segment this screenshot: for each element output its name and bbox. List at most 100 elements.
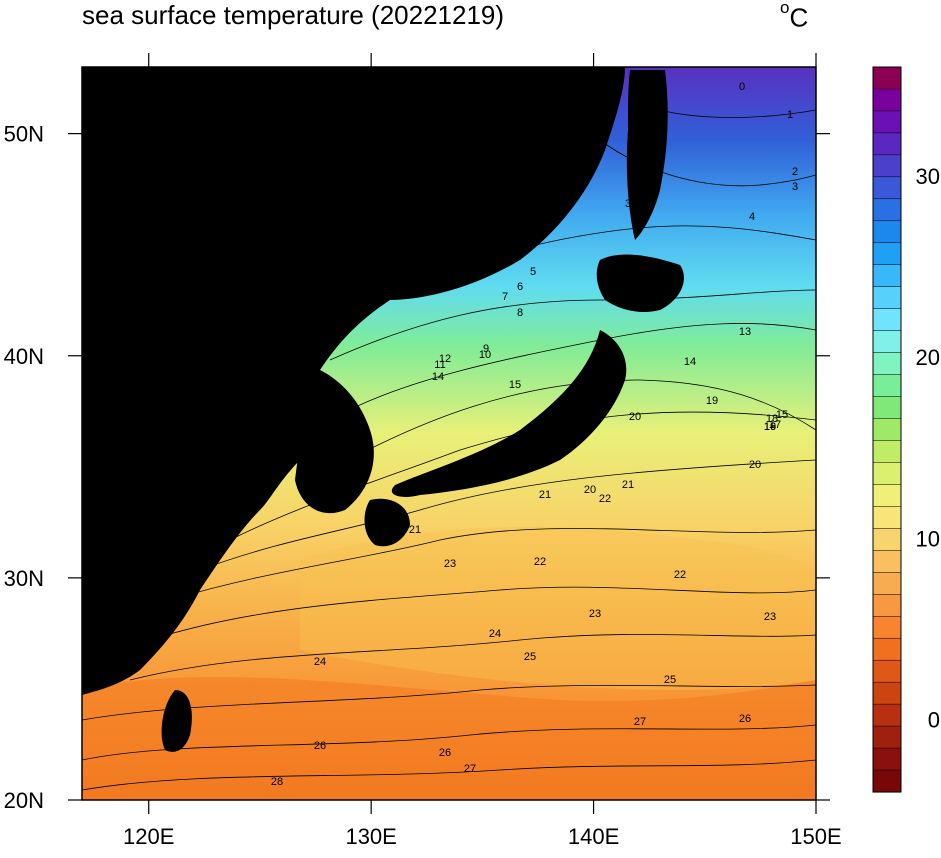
contour-label: 19 [764,421,776,433]
colorbar-swatch [872,88,902,112]
colorbar-swatch [872,769,902,793]
warm-water-region [82,677,816,800]
colorbar-label: 30 [916,164,940,189]
colorbar-swatch [872,352,902,376]
taiwan [161,690,192,752]
contour-label: 14 [684,356,696,368]
colorbar-label: 0 [928,708,940,733]
y-tick-label: 40N [4,344,44,369]
y-tick-label: 50N [4,122,44,147]
contour-label: 21 [622,479,634,491]
colorbar-swatch [872,462,902,485]
colorbar-swatch [872,506,902,529]
contour-label: 21 [539,489,551,501]
contour-label: 5 [530,266,536,278]
isotherm-lines [82,109,816,791]
colorbar-swatch [872,396,902,420]
colorbar-swatch [872,286,902,310]
x-tick-label: 140E [568,824,619,849]
contour-label: 20 [749,459,761,471]
contour-label: 3 [625,198,631,210]
contour-label: 26 [739,713,751,725]
colorbar-swatch [872,198,902,222]
contour-label: 4 [749,211,755,223]
contour-label: 27 [464,763,476,775]
x-tick-label: 130E [345,824,396,849]
units-letter: C [789,2,809,33]
contour-label: 23 [589,608,601,620]
contour-label: 25 [524,651,536,663]
contour-label: 13 [739,326,751,338]
colorbar-swatch [872,681,902,705]
y-tick-label: 30N [4,566,44,591]
contour-label: 28 [271,776,283,788]
colorbar-swatch [872,725,902,749]
contour-label: 20 [584,484,596,496]
x-tick-label: 150E [790,824,841,849]
colorbar-swatch [872,220,902,244]
colorbar-swatch [872,637,902,661]
contour-label: 22 [674,569,686,581]
contour-label: 22 [534,556,546,568]
colorbar-swatch [872,66,902,90]
contour-label: 26 [439,747,451,759]
contour-label: 14 [432,371,444,383]
contour-label: 26 [314,740,326,752]
colorbar-swatch [872,703,902,727]
contour-label: 7 [502,291,508,303]
colorbar-swatch [872,747,902,771]
colorbar-swatch [872,110,902,134]
colorbar-swatch [872,264,902,288]
contour-label: 25 [664,674,676,686]
contour-label: 21 [409,524,421,536]
units-label: oC [780,0,809,34]
contour-label: 22 [599,493,611,505]
y-tick-label: 20N [4,788,44,813]
map-frame [81,66,817,801]
contour-label: 3 [792,181,798,193]
contour-label: 20 [629,411,641,423]
colorbar-swatch [872,550,902,573]
colorbar-swatch [872,242,902,266]
colorbar-swatch [872,440,902,464]
contour-label: 1 [787,109,793,121]
japan-hokkaido [596,254,684,312]
contour-label: 12 [439,353,451,365]
colorbar-swatch [872,176,902,200]
colorbar-swatch [872,528,902,551]
contour-label: 6 [517,281,523,293]
contour-label: 8 [517,307,523,319]
colorbar-frame [872,66,902,793]
contour-label: 15 [776,409,788,421]
korea-peninsula [295,370,374,514]
degree-symbol: o [780,0,790,17]
contour-label: 11 [434,359,445,371]
y-axis: 20N 30N 40N 50N [4,122,830,813]
contour-label: 24 [489,628,501,640]
colorbar-label: 20 [916,345,940,370]
japan-kyushu [364,498,410,547]
x-tick-label: 120E [123,824,174,849]
sakhalin [626,70,668,240]
colorbar-swatch [872,615,902,639]
colorbar-label: 10 [916,526,940,551]
contour-label: 15 [509,379,521,391]
asia-mainland [82,67,625,695]
colorbar-swatch [872,572,902,595]
contour-label: 18 [766,413,778,425]
contour-label: 9 [483,343,489,355]
contour-label: 23 [444,558,456,570]
colorbar-swatch [872,154,902,178]
x-axis: 120E 130E 140E 150E [123,53,842,849]
colorbar-swatch [872,418,902,442]
colorbar-swatch [872,659,902,683]
contour-labels: 0123345678910111213141415151617181919202… [271,81,798,788]
contour-label: 17 [769,419,781,431]
colorbar-swatch [872,132,902,156]
contour-label: 0 [739,81,745,93]
map-area [82,67,816,800]
contour-label: 23 [764,611,776,623]
colorbar: 30 20 10 0 [872,66,940,793]
contour-label: 27 [634,716,646,728]
